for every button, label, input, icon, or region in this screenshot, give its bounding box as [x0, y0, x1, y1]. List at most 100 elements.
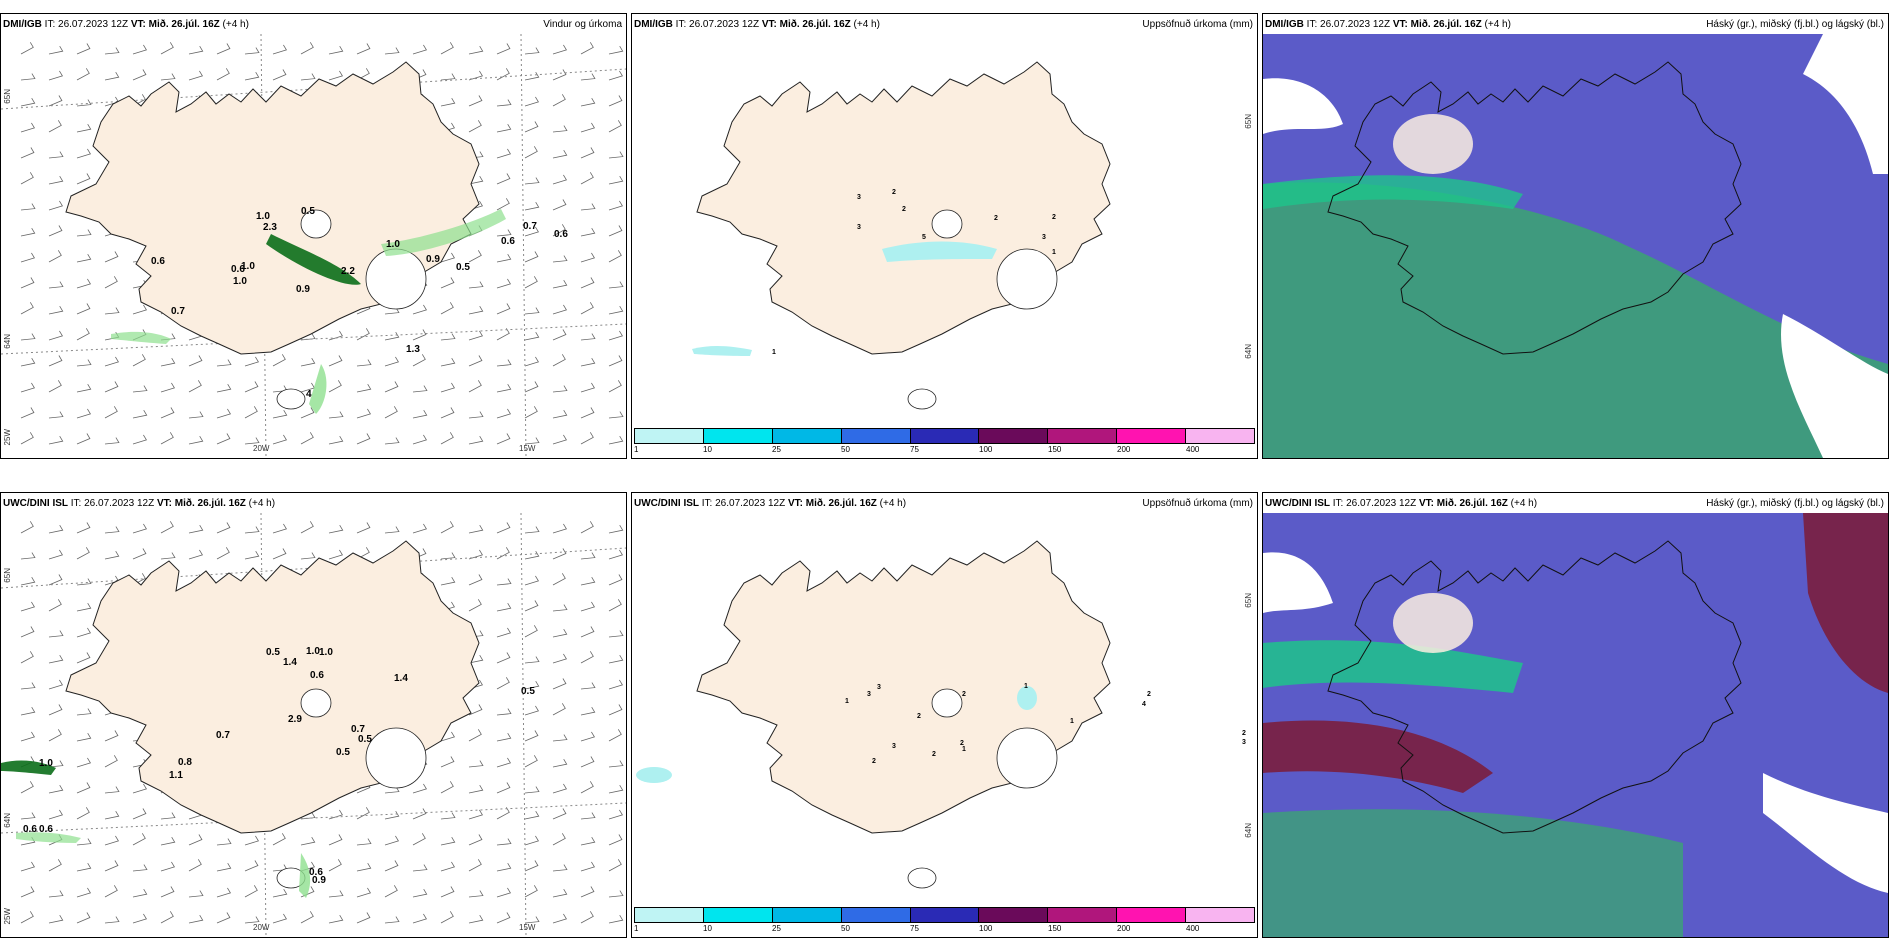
- precip-value-label: 4: [306, 389, 312, 400]
- wind-barb-icon: [468, 70, 484, 81]
- wind-barb-icon: [104, 526, 120, 534]
- wind-barb-icon: [412, 304, 428, 315]
- cloud-map: [1263, 513, 1888, 937]
- wind-barb-icon: [496, 522, 511, 534]
- wind-barb-icon: [524, 406, 538, 419]
- wind-barb-icon: [160, 911, 174, 924]
- wind-barb-icon: [48, 355, 63, 367]
- wind-barb-icon: [48, 760, 64, 768]
- wind-barb-icon: [384, 835, 400, 846]
- it-label: IT: 26.07.2023 12Z: [44, 19, 129, 30]
- vt-label: VT: Mið. 26.júl. 16Z: [1418, 498, 1508, 509]
- wind-barb-icon: [216, 547, 230, 560]
- wind-barb-icon: [524, 146, 538, 159]
- precip-value-label: 2: [962, 691, 966, 698]
- wind-barb-icon: [216, 862, 232, 872]
- wind-barb-icon: [412, 864, 428, 872]
- wind-barb-icon: [160, 886, 175, 898]
- wind-barb-icon: [20, 706, 36, 716]
- wind-barb-icon: [48, 914, 64, 924]
- precip-value-label: 1.4: [283, 657, 297, 668]
- wind-barb-icon: [552, 523, 568, 534]
- wind-barb-icon: [524, 755, 538, 768]
- wind-barb-icon: [440, 756, 455, 768]
- wind-barb-icon: [104, 835, 120, 846]
- wind-barb-icon: [76, 912, 91, 924]
- precip-value-label: 2: [1242, 730, 1246, 737]
- legend-swatch: [1186, 429, 1255, 443]
- wind-barb-icon: [272, 409, 288, 419]
- wind-barb-icon: [580, 552, 596, 560]
- wind-barb-icon: [76, 887, 92, 898]
- lon-label-20w: 20W: [253, 923, 270, 932]
- cloud-map-svg: [1263, 34, 1888, 458]
- precip-value-label: 0.9: [296, 284, 310, 295]
- panel-header: DMI/IGB IT: 26.07.2023 12Z VT: Mið. 26.j…: [3, 19, 622, 33]
- wind-barb-icon: [272, 69, 287, 81]
- wind-barb-icon: [76, 148, 92, 159]
- precip-value-label: 0.9: [426, 254, 440, 265]
- wind-barb-icon: [468, 574, 483, 586]
- precip-value-label: 2.9: [288, 714, 302, 725]
- wind-barb-icon: [48, 599, 62, 612]
- wind-barb-icon: [552, 783, 568, 794]
- wind-barb-icon: [272, 833, 286, 846]
- wind-barb-icon: [468, 355, 483, 367]
- legend-tick: 200: [1117, 445, 1131, 454]
- wind-barb-icon: [440, 407, 455, 419]
- wind-barb-icon: [608, 630, 624, 638]
- wind-barb-icon: [20, 203, 36, 211]
- precip-legend: [634, 428, 1255, 444]
- wind-barb-icon: [328, 809, 344, 820]
- panel-dmi-wind: DMI/IGB IT: 26.07.2023 12Z VT: Mið. 26.j…: [0, 13, 627, 459]
- wind-barb-icon: [552, 69, 567, 81]
- wind-barb-icon: [580, 357, 596, 367]
- wind-barb-icon: [608, 890, 624, 898]
- wind-barb-icon: [552, 573, 566, 586]
- glacier: [365, 727, 427, 789]
- wind-barb-icon: [356, 838, 372, 846]
- wind-barb-icon: [552, 758, 568, 768]
- wind-barb-icon: [524, 730, 539, 742]
- wind-barb-icon: [440, 277, 455, 289]
- legend-tick: 25: [772, 924, 781, 933]
- lon-label-25w: 25W: [3, 908, 12, 925]
- wind-barb-icon: [76, 602, 92, 612]
- lat-label-65n: 65N: [1244, 114, 1253, 129]
- wind-barb-icon: [384, 47, 400, 55]
- precip-value-label: 2: [932, 751, 936, 758]
- wind-barb-icon: [580, 277, 595, 289]
- accum-map: 1 3 5 3 2 2 2 2 3 1 65N 64N: [632, 34, 1257, 424]
- wind-barb-icon: [524, 437, 540, 445]
- wind-barb-icon: [328, 549, 344, 560]
- wind-barb-icon: [496, 912, 511, 924]
- wind-barb-icon: [580, 706, 596, 716]
- wind-barb-icon: [496, 408, 512, 419]
- wind-barb-icon: [188, 380, 202, 393]
- wind-barb-icon: [48, 151, 64, 159]
- wind-barb-icon: [524, 625, 538, 638]
- model-label: DMI/IGB: [3, 19, 42, 30]
- wind-barb-icon: [272, 548, 287, 560]
- vt-label: VT: Mið. 26.júl. 16Z: [787, 498, 877, 509]
- panel-dmi-accum: DMI/IGB IT: 26.07.2023 12Z VT: Mið. 26.j…: [631, 13, 1258, 459]
- wind-barb-icon: [468, 654, 484, 664]
- vt-label: VT: Mið. 26.júl. 16Z: [1392, 19, 1482, 30]
- wind-barb-icon: [580, 576, 596, 586]
- wind-barb-icon: [356, 328, 370, 341]
- wind-barb-icon: [160, 73, 176, 81]
- wind-barb-icon: [608, 151, 624, 159]
- low-cloud-band: [1263, 720, 1493, 793]
- wind-map-svg: 0.5 1.01.41.00.6 1.40.52.90.70.70.50.50.81…: [1, 513, 626, 937]
- wind-barb-icon: [496, 627, 512, 638]
- wind-barb-icon: [552, 434, 568, 445]
- wind-barb-icon: [104, 885, 118, 898]
- wind-barb-icon: [468, 95, 483, 107]
- glacier: [996, 248, 1058, 310]
- precip-value-label: 1: [1024, 683, 1028, 690]
- wind-barb-icon: [48, 45, 64, 55]
- wind-barb-icon: [300, 521, 314, 534]
- wind-barb-icon: [468, 704, 483, 716]
- wind-barb-icon: [356, 887, 372, 898]
- wind-barb-icon: [300, 812, 316, 820]
